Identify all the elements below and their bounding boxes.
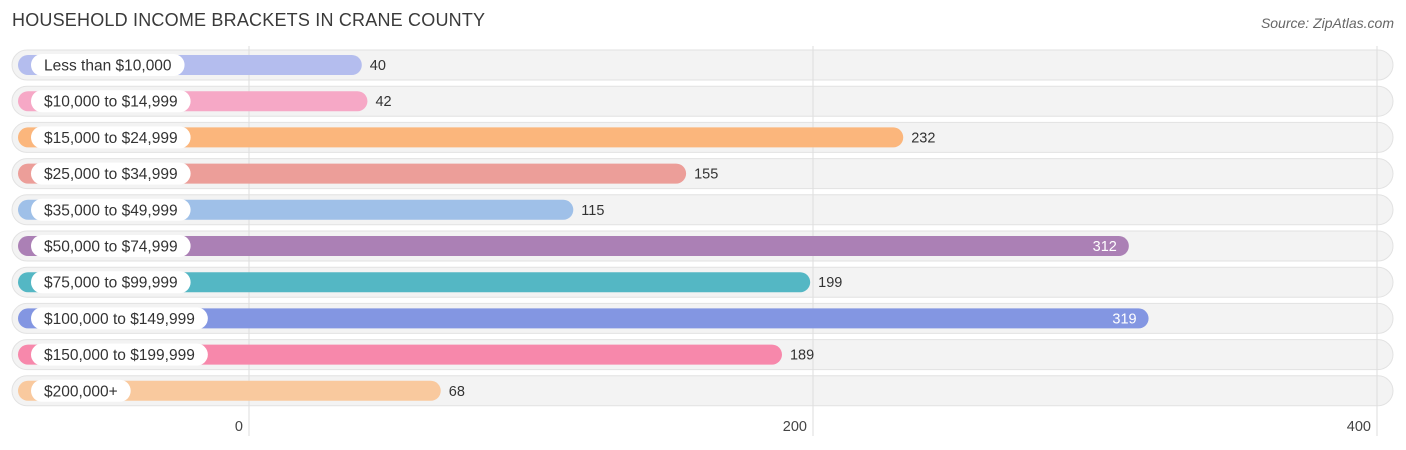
category-label: Less than $10,000 bbox=[44, 58, 172, 75]
category-label-pill bbox=[31, 235, 191, 257]
chart-title: HOUSEHOLD INCOME BRACKETS IN CRANE COUNT… bbox=[12, 10, 486, 30]
bar bbox=[18, 272, 811, 293]
x-tick-label: 200 bbox=[783, 419, 807, 435]
category-label-pill bbox=[31, 343, 208, 366]
bar bbox=[18, 127, 904, 148]
x-tick-label: 400 bbox=[1347, 419, 1371, 435]
category-label: $15,000 to $24,999 bbox=[44, 130, 178, 147]
bar bbox=[18, 344, 782, 365]
category-label-pill bbox=[31, 198, 191, 221]
category-label-pill bbox=[31, 54, 185, 76]
value-label: 232 bbox=[911, 130, 935, 146]
value-label: 40 bbox=[370, 58, 386, 74]
category-label: $25,000 to $34,999 bbox=[44, 166, 178, 183]
category-label-pill bbox=[31, 126, 191, 149]
category-label: $10,000 to $14,999 bbox=[44, 94, 178, 111]
source-label: Source: ZipAtlas.com bbox=[1260, 15, 1394, 31]
category-label: $50,000 to $74,999 bbox=[44, 239, 178, 256]
x-tick-label: 0 bbox=[235, 419, 243, 435]
bar bbox=[18, 236, 1129, 256]
category-label-pill bbox=[31, 162, 191, 185]
bar bbox=[18, 308, 1149, 329]
category-label: $200,000+ bbox=[44, 383, 118, 400]
category-label-pill bbox=[31, 271, 191, 294]
category-label-pill bbox=[31, 307, 208, 330]
value-label: 312 bbox=[1093, 239, 1117, 255]
value-label: 319 bbox=[1112, 311, 1136, 327]
value-label: 189 bbox=[790, 348, 814, 364]
value-label: 199 bbox=[818, 275, 842, 291]
category-label: $75,000 to $99,999 bbox=[44, 275, 178, 292]
category-label-pill bbox=[31, 379, 131, 402]
category-label: $35,000 to $49,999 bbox=[44, 202, 178, 219]
value-label: 68 bbox=[449, 384, 465, 400]
category-label-pill bbox=[31, 90, 191, 113]
category-label: $150,000 to $199,999 bbox=[44, 347, 195, 364]
value-label: 42 bbox=[375, 94, 391, 110]
value-label: 155 bbox=[694, 167, 718, 183]
category-label: $100,000 to $149,999 bbox=[44, 311, 195, 328]
value-label: 115 bbox=[581, 203, 604, 219]
